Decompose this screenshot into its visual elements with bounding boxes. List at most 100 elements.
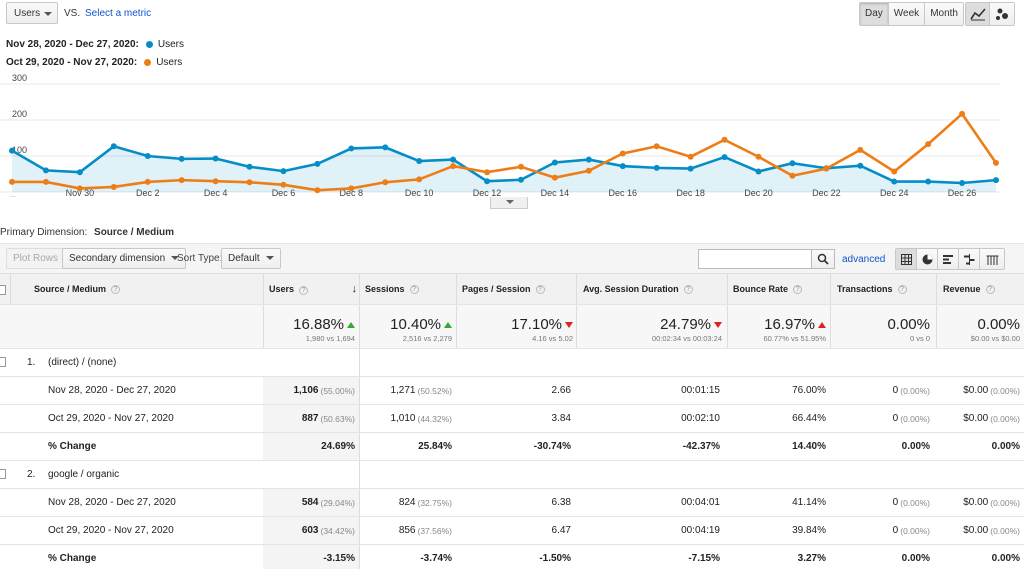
sort-type-dropdown[interactable]: Default bbox=[221, 248, 281, 269]
help-icon[interactable]: ? bbox=[299, 285, 309, 295]
row-checkbox[interactable] bbox=[0, 469, 6, 479]
pages-session-value: 6.47 bbox=[551, 525, 571, 536]
help-icon[interactable]: ? bbox=[111, 284, 121, 294]
help-icon[interactable]: ? bbox=[409, 284, 419, 294]
advanced-filter-link[interactable]: advanced bbox=[842, 254, 886, 265]
pivot-view-button[interactable] bbox=[980, 249, 1004, 269]
bounce-rate-change: 3.27% bbox=[797, 553, 826, 564]
data-point bbox=[721, 136, 728, 143]
help-icon[interactable]: ? bbox=[897, 284, 907, 294]
trend-down-icon bbox=[714, 322, 722, 329]
data-point bbox=[42, 167, 49, 174]
data-table-view-button[interactable] bbox=[896, 249, 917, 269]
sort-type-value: Default bbox=[228, 253, 260, 264]
x-tick-label: Dec 20 bbox=[744, 188, 773, 198]
header-source-medium[interactable]: Source / Medium? bbox=[34, 274, 121, 304]
search-button[interactable] bbox=[811, 249, 835, 269]
period-month-button[interactable]: Month bbox=[925, 3, 963, 25]
x-tick-label: Dec 22 bbox=[812, 188, 841, 198]
x-tick-label: Dec 8 bbox=[340, 188, 364, 198]
source-medium-link[interactable]: google / organic bbox=[48, 469, 120, 480]
summary-avg-session-duration: 24.79% 00:02:34 vs 00:03:24 bbox=[651, 316, 722, 343]
table-group-row: 2. google / organic bbox=[0, 461, 1024, 489]
sessions-value: 1,271 (50.52%) bbox=[390, 385, 452, 396]
trend-up-icon bbox=[818, 322, 826, 329]
data-point bbox=[348, 145, 355, 152]
period-toggle: Day Week Month bbox=[859, 2, 964, 26]
data-point bbox=[619, 150, 626, 157]
help-icon[interactable]: ? bbox=[683, 284, 693, 294]
legend-series: Users bbox=[156, 57, 183, 68]
duration-change: -7.15% bbox=[688, 553, 720, 564]
line-chart-button[interactable] bbox=[966, 3, 990, 25]
chart-collapse-toggle[interactable] bbox=[490, 197, 528, 209]
users-value: 887 (50.63%) bbox=[301, 413, 355, 424]
sort-type-label: Sort Type: bbox=[177, 253, 223, 264]
y-tick-label: 300 bbox=[12, 73, 27, 83]
data-point bbox=[178, 177, 185, 184]
transactions-change: 0.00% bbox=[901, 553, 930, 564]
row-checkbox[interactable] bbox=[0, 357, 6, 367]
transactions-change: 0.00% bbox=[901, 441, 930, 452]
table-row: Nov 28, 2020 - Dec 27, 2020 584 (29.04%) … bbox=[0, 489, 1024, 517]
data-point bbox=[9, 178, 15, 185]
bounce-rate-value: 66.44% bbox=[792, 413, 826, 424]
plot-rows-button[interactable]: Plot Rows bbox=[6, 248, 66, 269]
period-week-button[interactable]: Week bbox=[888, 3, 926, 25]
revenue-value: $0.00 (0.00%) bbox=[963, 497, 1020, 508]
comparison-icon bbox=[963, 253, 974, 265]
performance-view-button[interactable] bbox=[938, 249, 959, 269]
bounce-rate-value: 76.00% bbox=[792, 385, 826, 396]
source-medium-link[interactable]: (direct) / (none) bbox=[48, 357, 117, 368]
help-icon[interactable]: ? bbox=[985, 284, 995, 294]
header-sessions[interactable]: Sessions? bbox=[365, 274, 419, 304]
change-label: % Change bbox=[48, 553, 97, 564]
data-point bbox=[653, 143, 660, 150]
help-icon[interactable]: ? bbox=[535, 284, 545, 294]
header-transactions[interactable]: Transactions? bbox=[837, 274, 907, 304]
bounce-rate-change: 14.40% bbox=[792, 441, 826, 452]
select-all-checkbox[interactable] bbox=[0, 285, 6, 295]
primary-dimension-value[interactable]: Source / Medium bbox=[94, 227, 175, 238]
row-index: 1. bbox=[27, 357, 36, 368]
x-tick-label: Dec 18 bbox=[676, 188, 705, 198]
duration-value: 00:04:19 bbox=[681, 525, 720, 536]
table-row-change: % Change -3.15% -3.74% -1.50% -7.15% 3.2… bbox=[0, 545, 1024, 569]
data-point bbox=[416, 176, 423, 183]
motion-chart-button[interactable] bbox=[990, 3, 1014, 25]
data-point bbox=[721, 154, 728, 161]
users-line-chart[interactable]: 300 200 100... Nov 30 Dec 2 Dec 4 Dec 6 Dec 8 De… bbox=[0, 72, 1024, 202]
header-avg-session-duration[interactable]: Avg. Session Duration? bbox=[583, 274, 693, 304]
header-users[interactable]: Users? ↓ bbox=[269, 283, 357, 295]
x-tick-label: Dec 12 bbox=[473, 188, 502, 198]
data-point bbox=[585, 167, 592, 174]
select-metric-link[interactable]: Select a metric bbox=[85, 8, 152, 19]
table-search-input[interactable] bbox=[698, 249, 812, 269]
table-header-row: Source / Medium? Users? ↓ Sessions? Pages… bbox=[0, 273, 1024, 305]
header-bounce-rate[interactable]: Bounce Rate? bbox=[733, 274, 803, 304]
legend-range: Oct 29, 2020 - Nov 27, 2020: bbox=[6, 57, 138, 68]
header-pages-session[interactable]: Pages / Session? bbox=[462, 274, 545, 304]
comparison-view-button[interactable] bbox=[959, 249, 980, 269]
table-row: Nov 28, 2020 - Dec 27, 2020 1,106 (55.00%… bbox=[0, 377, 1024, 405]
trend-up-icon bbox=[444, 322, 452, 329]
help-icon[interactable]: ? bbox=[793, 284, 803, 294]
pie-view-button[interactable] bbox=[917, 249, 938, 269]
data-point bbox=[246, 163, 253, 170]
bounce-rate-value: 41.14% bbox=[792, 497, 826, 508]
pages-session-value: 3.84 bbox=[551, 413, 571, 424]
data-point bbox=[687, 165, 694, 172]
data-point bbox=[212, 178, 219, 185]
data-point bbox=[619, 163, 626, 170]
period-day-button[interactable]: Day bbox=[860, 3, 889, 25]
metric-select[interactable]: Users bbox=[6, 2, 58, 24]
revenue-change: 0.00% bbox=[991, 441, 1020, 452]
pages-session-change: -30.74% bbox=[533, 441, 571, 452]
y-tick-label: 200 bbox=[12, 109, 27, 119]
bar-chart-icon bbox=[942, 254, 953, 264]
sessions-value: 856 (37.56%) bbox=[398, 525, 452, 536]
secondary-dimension-dropdown[interactable]: Secondary dimension bbox=[62, 248, 187, 269]
data-point bbox=[178, 155, 185, 162]
header-revenue[interactable]: Revenue? bbox=[943, 274, 995, 304]
primary-dimension-label: Primary Dimension: bbox=[0, 227, 88, 238]
